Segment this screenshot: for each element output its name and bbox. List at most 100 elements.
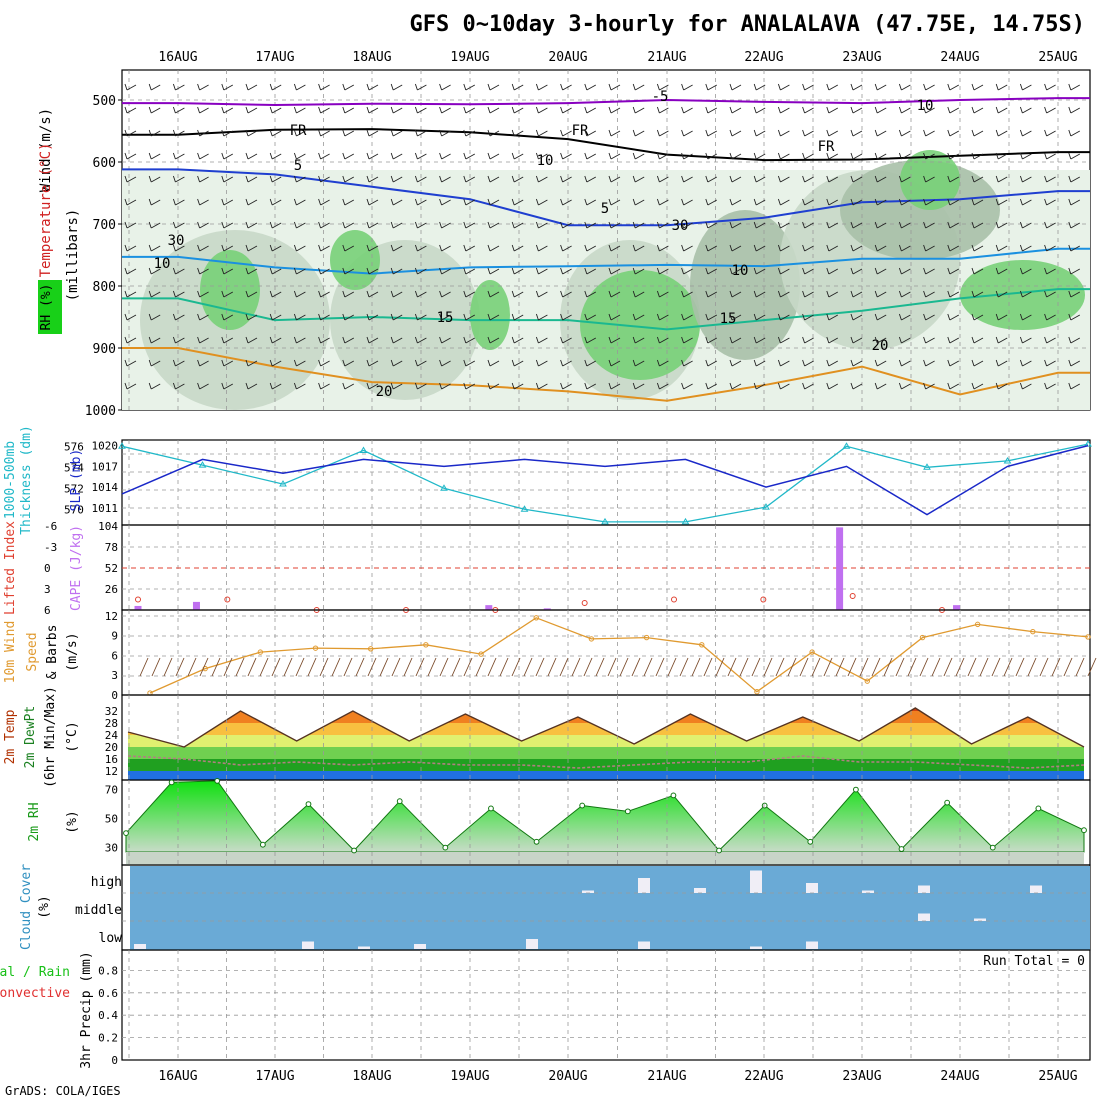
wind-barb — [199, 107, 209, 114]
wind-barb — [971, 290, 975, 298]
wind-barb — [755, 107, 766, 114]
wind-barb — [898, 290, 902, 298]
wind-barb — [245, 290, 249, 298]
wind-barb — [126, 107, 137, 114]
wind-barb — [163, 657, 173, 677]
wind-barb — [995, 290, 999, 298]
wind-barb — [705, 106, 709, 114]
wind-barb — [223, 199, 234, 206]
wind-barb — [247, 314, 258, 321]
wind-barb — [414, 244, 418, 252]
wind-barb — [681, 244, 685, 252]
wind-barb — [584, 129, 588, 137]
wind-barb — [1068, 382, 1072, 390]
wind-barb — [631, 657, 641, 677]
contour-label: 20 — [872, 338, 889, 354]
wind-barb — [681, 129, 685, 137]
wind-barb — [465, 291, 476, 298]
wind-barb — [441, 222, 451, 229]
wind-barb — [753, 175, 757, 183]
wind-barb — [681, 359, 685, 367]
wind-barb — [463, 83, 467, 91]
wind-barb — [1019, 221, 1023, 229]
wind-barb — [1046, 383, 1056, 390]
wind-barb — [366, 83, 370, 91]
wind-barb — [342, 221, 346, 229]
wind-barb — [707, 222, 718, 229]
contour-label: -5 — [652, 89, 669, 105]
wind-barb — [852, 383, 863, 390]
wind-barb — [729, 267, 733, 275]
wind-barb — [320, 84, 330, 91]
wind-barb — [560, 244, 564, 252]
wind-speed-marker — [478, 651, 484, 657]
wind-barb — [441, 199, 451, 206]
wind-barb — [1044, 336, 1048, 344]
wind-barb — [199, 176, 209, 183]
wind-barb — [923, 336, 927, 344]
axis-label: Temperature (°C) — [38, 143, 54, 278]
wind-barb — [1046, 245, 1056, 252]
wind-barb — [223, 360, 234, 367]
wind-barb — [971, 267, 975, 275]
wind-barb — [392, 199, 403, 206]
wind-barb — [901, 268, 911, 275]
axis-label: 2m RH — [27, 802, 42, 841]
wind-barb — [656, 106, 660, 114]
wind-barb — [634, 337, 645, 344]
wind-barb — [344, 199, 355, 206]
wind-barb — [392, 222, 403, 229]
wind-barb — [876, 383, 887, 390]
wind-barb — [925, 176, 935, 183]
wind-barb — [632, 382, 636, 390]
wind-barb — [656, 336, 660, 344]
wind-barb — [293, 175, 297, 183]
thickness-tick-label: 574 — [64, 461, 84, 474]
wind-barb — [414, 129, 418, 137]
wind-barb — [1019, 244, 1023, 252]
wind-barb — [895, 657, 905, 677]
wind-barb — [296, 268, 306, 275]
wind-barb — [923, 267, 927, 275]
wind-barb — [919, 657, 929, 677]
thickness-line — [121, 443, 1089, 523]
cloud-background — [130, 866, 1090, 950]
wind-barb — [318, 313, 322, 321]
wind-barb — [755, 383, 766, 390]
wind-barb — [235, 657, 245, 677]
date-label: 22AUG — [744, 1069, 783, 1084]
wind-barb — [731, 153, 742, 160]
wind-barb — [1070, 314, 1081, 321]
wind-barb — [245, 313, 249, 321]
wind-speed-marker — [1085, 634, 1091, 640]
wind-barb — [247, 268, 258, 275]
wind-barb — [947, 244, 951, 252]
wind-barb — [971, 198, 975, 206]
wind-barb — [172, 83, 176, 91]
wind-speed-marker — [754, 689, 760, 695]
axis-label: (millibars) — [65, 209, 81, 302]
cape-bar — [192, 601, 200, 610]
contour-label: 10 — [732, 263, 749, 279]
wind-barb — [1019, 359, 1023, 367]
wind-barb — [221, 221, 225, 229]
wind-barb — [271, 337, 282, 344]
wind-barb — [802, 313, 806, 321]
wind-barb — [172, 129, 176, 137]
cape-tick-label: 26 — [105, 583, 118, 596]
wind-barb — [124, 244, 128, 252]
wind-barb — [417, 222, 427, 229]
wind-barb — [679, 657, 689, 677]
wind-barb — [876, 222, 887, 229]
wind-barb — [949, 199, 960, 206]
wind-barb — [538, 107, 548, 114]
wind-barb — [366, 336, 370, 344]
date-label: 20AUG — [548, 1069, 587, 1084]
wind-barb — [414, 290, 418, 298]
wind-barb — [562, 153, 572, 160]
wind-barb — [414, 198, 418, 206]
wind-barb — [656, 244, 660, 252]
cloud-low-bar — [526, 939, 538, 949]
wind-barb — [392, 176, 403, 183]
